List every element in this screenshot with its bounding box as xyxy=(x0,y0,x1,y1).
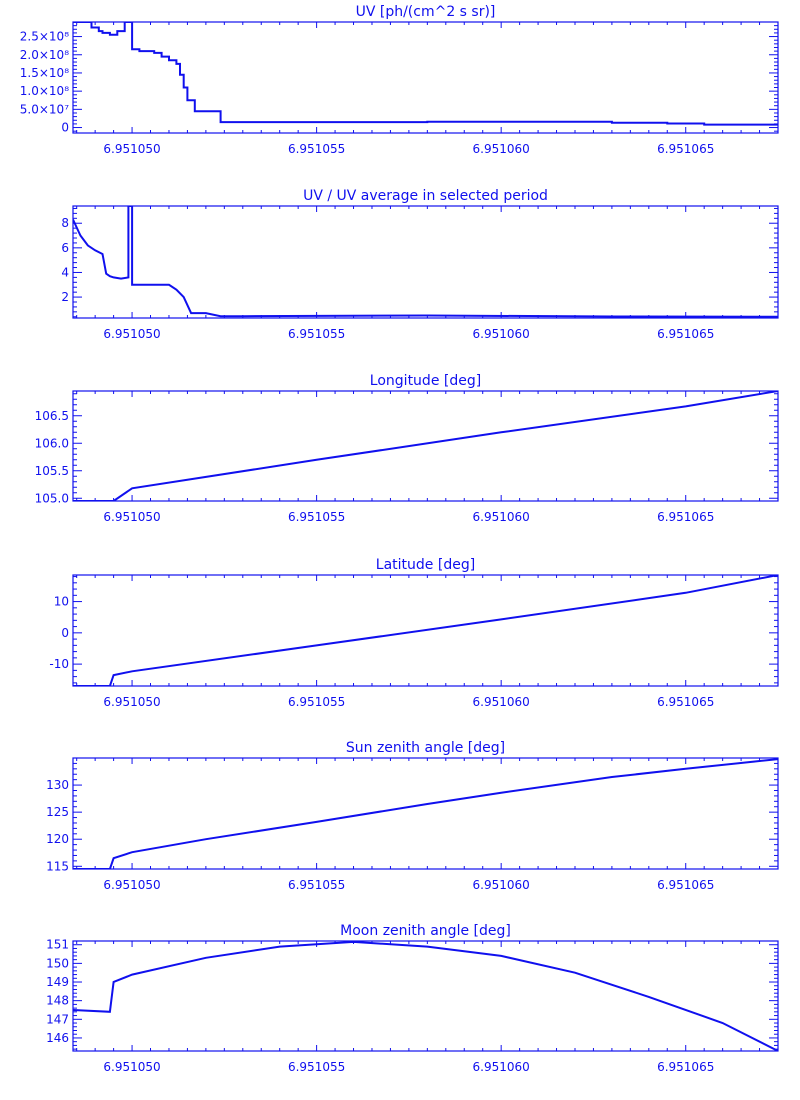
plot-frame xyxy=(72,940,779,1052)
y-tick-label: 147 xyxy=(46,1012,69,1026)
series-line xyxy=(73,206,778,318)
x-tick-label: 6.951065 xyxy=(657,695,714,709)
y-tick-label: 105.5 xyxy=(35,464,69,478)
y-tick-label: 2 xyxy=(61,290,69,304)
chart-panel-2: UV / UV average in selected period 6.9510… xyxy=(61,188,779,341)
y-tick-label: 151 xyxy=(46,938,69,952)
y-tick-label: 1.0×10⁸ xyxy=(20,84,69,98)
x-tick-label: 6.951060 xyxy=(473,327,530,341)
chart-panel-4: Latitude [deg] 6.951050 6.951055 6.951060 6.… xyxy=(49,557,779,709)
x-tick-label: 6.951050 xyxy=(103,878,160,892)
x-tick-label: 6.951065 xyxy=(657,510,714,524)
chart-title: Moon zenith angle [deg] xyxy=(340,923,511,939)
y-tick-label: 106.5 xyxy=(35,409,69,423)
series-line xyxy=(73,575,778,686)
x-tick-label: 6.951050 xyxy=(103,327,160,341)
x-tick-label: 6.951050 xyxy=(103,510,160,524)
y-tick-label: 106.0 xyxy=(35,436,69,450)
y-tick-label: 125 xyxy=(46,805,69,819)
chart-panel-6: Moon zenith angle [deg] 6.951050 6.951055 6… xyxy=(46,923,779,1074)
x-tick-label: 6.951055 xyxy=(288,695,345,709)
plot-frame xyxy=(72,574,779,687)
y-tick-label: 148 xyxy=(46,994,69,1008)
plot-frame xyxy=(72,390,779,502)
y-tick-label: 1.5×10⁸ xyxy=(20,66,69,80)
chart-title: Latitude [deg] xyxy=(376,557,475,573)
x-tick-label: 6.951060 xyxy=(473,1060,530,1074)
x-tick-label: 6.951060 xyxy=(473,878,530,892)
y-tick-label: 0 xyxy=(61,121,69,135)
x-tick-label: 6.951065 xyxy=(657,878,714,892)
plot-frame xyxy=(72,21,779,134)
x-tick-label: 6.951055 xyxy=(288,1060,345,1074)
y-tick-label: -10 xyxy=(49,657,69,671)
x-tick-label: 6.951060 xyxy=(473,695,530,709)
y-tick-label: 105.0 xyxy=(35,491,69,505)
y-tick-label: 2.0×10⁸ xyxy=(20,48,69,62)
x-tick-label: 6.951055 xyxy=(288,327,345,341)
chart-title: UV [ph/(cm^2 s sr)] xyxy=(356,4,496,20)
y-tick-label: 115 xyxy=(46,859,69,873)
x-tick-label: 6.951050 xyxy=(103,695,160,709)
x-tick-label: 6.951050 xyxy=(103,142,160,156)
y-tick-label: 146 xyxy=(46,1031,69,1045)
x-tick-label: 6.951055 xyxy=(288,510,345,524)
y-tick-label: 149 xyxy=(46,975,69,989)
chart-title: Sun zenith angle [deg] xyxy=(346,740,505,756)
y-tick-label: 2.5×10⁸ xyxy=(20,30,69,44)
x-tick-label: 6.951065 xyxy=(657,1060,714,1074)
x-tick-label: 6.951065 xyxy=(657,327,714,341)
x-tick-label: 6.951050 xyxy=(103,1060,160,1074)
x-tick-label: 6.951060 xyxy=(473,142,530,156)
y-tick-label: 8 xyxy=(61,216,69,230)
x-tick-label: 6.951065 xyxy=(657,142,714,156)
chart-panel-3: Longitude [deg] 6.951050 6.951055 6.951060 6… xyxy=(35,373,779,524)
y-tick-label: 150 xyxy=(46,956,69,970)
y-tick-label: 130 xyxy=(46,778,69,792)
series-line xyxy=(73,22,778,126)
chart-panel-1: UV [ph/(cm^2 s sr)] 6.951050 6.951055 6.951… xyxy=(20,4,779,156)
y-tick-label: 10 xyxy=(54,595,69,609)
chart-title: UV / UV average in selected period xyxy=(303,188,548,204)
plot-frame xyxy=(72,757,779,870)
x-tick-label: 6.951060 xyxy=(473,510,530,524)
series-line xyxy=(73,758,778,869)
y-tick-label: 0 xyxy=(61,626,69,640)
y-tick-label: 5.0×10⁷ xyxy=(20,102,69,116)
series-line xyxy=(73,941,778,1051)
y-tick-label: 6 xyxy=(61,241,69,255)
x-tick-label: 6.951055 xyxy=(288,878,345,892)
chart-panel-5: Sun zenith angle [deg] 6.951050 6.951055 6.… xyxy=(46,740,779,892)
y-tick-label: 120 xyxy=(46,832,69,846)
series-line xyxy=(73,391,778,501)
chart-title: Longitude [deg] xyxy=(370,373,481,389)
y-tick-label: 4 xyxy=(61,265,69,279)
x-tick-label: 6.951055 xyxy=(288,142,345,156)
plot-frame xyxy=(72,205,779,319)
